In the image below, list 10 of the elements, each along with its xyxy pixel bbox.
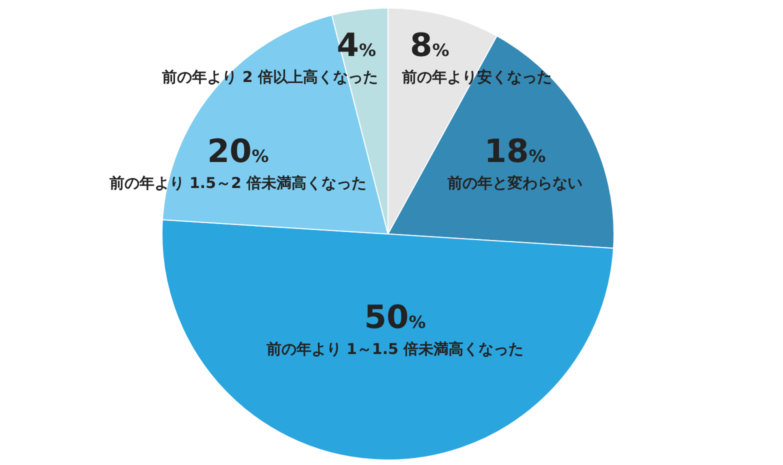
data-label: 50% xyxy=(364,298,426,336)
slice-label: 前の年より 1.5～2 倍未満高くなった xyxy=(108,174,367,192)
data-label: 8% xyxy=(410,26,450,64)
slice-label: 前の年と変わらない xyxy=(446,174,582,192)
slice-label: 前の年より安くなった xyxy=(401,68,552,86)
data-label: 4% xyxy=(336,26,376,64)
data-label: 18% xyxy=(484,132,546,170)
data-label: 20% xyxy=(207,132,269,170)
slice-label: 前の年より 2 倍以上高くなった xyxy=(161,68,378,86)
slice-label: 前の年より 1～1.5 倍未満高くなった xyxy=(265,340,524,358)
